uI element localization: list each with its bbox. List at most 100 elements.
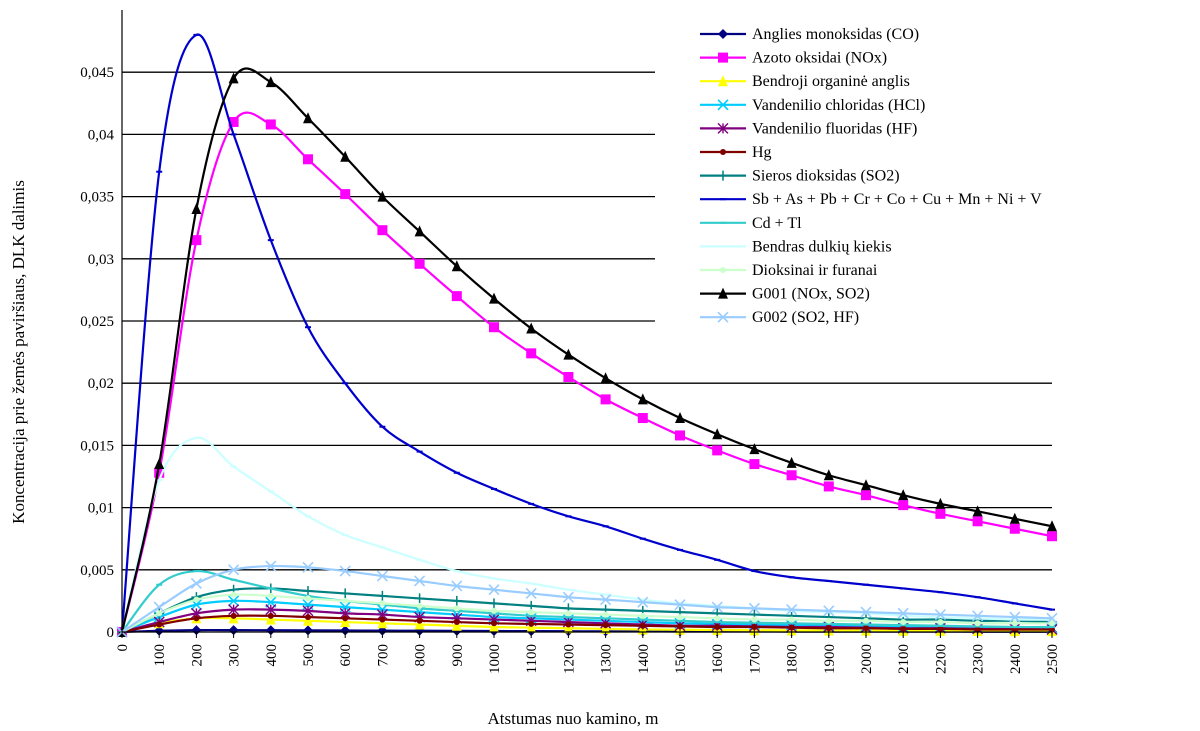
data-point bbox=[718, 29, 728, 39]
data-point bbox=[751, 616, 758, 623]
data-point bbox=[563, 622, 574, 634]
data-point bbox=[451, 619, 462, 631]
legend-item: Bendroji organinė anglis bbox=[700, 73, 910, 90]
series-12 bbox=[116, 560, 1058, 638]
x-tick-label: 700 bbox=[375, 644, 391, 667]
data-point bbox=[718, 75, 728, 87]
legend-label: Azoto oksidai (NOx) bbox=[752, 50, 887, 67]
x-tick-label: 2200 bbox=[933, 644, 949, 674]
data-point bbox=[675, 430, 685, 441]
data-point bbox=[376, 570, 388, 582]
data-point bbox=[863, 617, 869, 624]
data-point bbox=[377, 190, 388, 202]
data-point bbox=[1047, 531, 1057, 542]
legend-label: Anglies monoksidas (CO) bbox=[752, 26, 919, 43]
data-point bbox=[453, 605, 460, 612]
series-line bbox=[121, 569, 1053, 633]
data-point bbox=[342, 597, 349, 604]
data-point bbox=[340, 588, 351, 599]
data-point bbox=[230, 591, 237, 598]
data-point bbox=[190, 577, 202, 590]
series-line bbox=[120, 67, 1053, 633]
data-point bbox=[489, 292, 499, 304]
data-point bbox=[414, 225, 425, 237]
data-point bbox=[751, 624, 758, 631]
data-point bbox=[900, 619, 907, 626]
legend-label: Bendroji organinė anglis bbox=[752, 73, 910, 90]
data-point bbox=[526, 322, 537, 334]
data-point bbox=[303, 112, 313, 124]
legend-label: Sb + As + Pb + Cr + Co + Cu + Mn + Ni + … bbox=[752, 191, 1042, 208]
data-point bbox=[191, 235, 202, 246]
legend-label: Dioksinai ir furanai bbox=[752, 262, 878, 279]
y-tick-label: 0,03 bbox=[88, 252, 114, 268]
data-point bbox=[935, 497, 946, 509]
data-point bbox=[339, 565, 351, 577]
legend-item: G002 (SO2, HF) bbox=[700, 309, 859, 326]
data-point bbox=[191, 203, 202, 215]
legend-item: Dioksinai ir furanai bbox=[700, 262, 878, 279]
data-point bbox=[639, 622, 646, 629]
x-tick-label: 1600 bbox=[710, 644, 726, 674]
data-point bbox=[193, 596, 200, 603]
x-tick-label: 900 bbox=[450, 644, 466, 667]
x-tick-label: 0 bbox=[115, 644, 131, 652]
data-point bbox=[526, 348, 537, 359]
data-point bbox=[823, 605, 835, 617]
data-point bbox=[265, 119, 276, 130]
data-point bbox=[340, 625, 351, 636]
data-point bbox=[600, 394, 611, 405]
x-tick-label: 2400 bbox=[1008, 644, 1024, 674]
x-axis-title: Atstumas nuo kamino, m bbox=[488, 709, 659, 728]
legend-item: Vandenilio fluoridas (HF) bbox=[700, 120, 917, 137]
gridlines bbox=[122, 71, 1052, 571]
series-line bbox=[121, 599, 1053, 634]
data-point bbox=[156, 621, 163, 628]
data-point bbox=[491, 607, 497, 614]
legend-item: Cd + Tl bbox=[700, 215, 802, 232]
data-point bbox=[414, 258, 425, 269]
data-point bbox=[153, 601, 165, 613]
data-point bbox=[526, 621, 537, 633]
data-point bbox=[788, 616, 795, 623]
legend-label: Sieros dioksidas (SO2) bbox=[752, 168, 900, 185]
data-point bbox=[863, 625, 869, 632]
x-tick-label: 1100 bbox=[524, 644, 540, 673]
data-point bbox=[265, 76, 276, 88]
data-point bbox=[718, 52, 728, 63]
legend-label: Bendras dulkių kiekis bbox=[752, 238, 892, 255]
data-point bbox=[525, 587, 537, 600]
series-1 bbox=[117, 111, 1057, 637]
data-point bbox=[489, 322, 499, 333]
x-tick-label: 2300 bbox=[971, 644, 987, 674]
data-point bbox=[377, 617, 388, 629]
data-point bbox=[1047, 520, 1057, 532]
data-point bbox=[637, 393, 648, 405]
data-point bbox=[228, 564, 240, 576]
data-point bbox=[377, 590, 388, 601]
y-tick-label: 0,005 bbox=[80, 563, 114, 579]
data-point bbox=[488, 584, 500, 596]
data-point bbox=[303, 614, 313, 626]
data-point bbox=[974, 620, 981, 627]
data-point bbox=[823, 481, 834, 492]
y-tick-label: 0,01 bbox=[88, 501, 114, 517]
data-point bbox=[228, 595, 240, 607]
data-point bbox=[305, 595, 311, 602]
y-tick-label: 0 bbox=[107, 625, 115, 641]
data-point bbox=[711, 601, 723, 613]
data-point bbox=[340, 189, 351, 200]
data-point bbox=[600, 622, 611, 634]
data-point bbox=[377, 225, 388, 236]
data-point bbox=[451, 595, 462, 606]
data-point bbox=[228, 625, 239, 636]
data-point bbox=[305, 614, 311, 621]
data-point bbox=[1009, 611, 1021, 623]
y-tick-label: 0,04 bbox=[88, 127, 115, 143]
data-point bbox=[714, 624, 721, 631]
series-7 bbox=[119, 33, 1055, 633]
data-point bbox=[974, 626, 981, 633]
data-point bbox=[748, 602, 760, 614]
data-point bbox=[675, 412, 685, 424]
x-tick-label: 400 bbox=[264, 644, 280, 667]
